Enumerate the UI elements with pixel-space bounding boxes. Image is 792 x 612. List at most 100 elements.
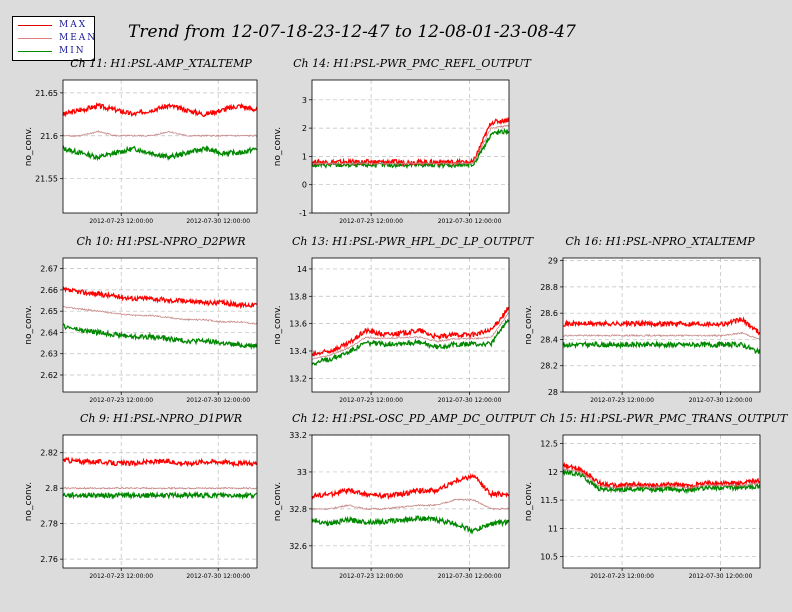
x-tick-label: 2012-07-23 12:00:00 [590,573,654,580]
plot-frame [311,257,510,393]
series-mean [62,130,258,138]
y-tick-label: 21.65 [35,89,58,98]
series-max [62,286,258,310]
y-tick-label: 28 [548,388,558,397]
chart-ch9: 2.76 2.78 2.8 2.82 2012-07-23 12:00:00 2012-0… [24,434,258,580]
y-tick-label: 28.6 [540,309,558,318]
y-tick-label: 12 [548,468,558,477]
x-tick-label: 2012-07-23 12:00:00 [590,397,654,404]
plot-area [63,80,257,213]
y-axis-label: no_conv. [273,305,283,344]
y-tick-label: 21.55 [35,175,58,184]
series-mean [311,124,510,166]
series-max [62,456,258,468]
series-min [311,514,510,535]
page-title: Trend from 12-07-18-23-12-47 to 12-08-01… [128,22,576,42]
series-mean [311,312,510,361]
series-max [311,306,510,357]
plot-area [312,80,509,213]
y-tick-label: -1 [299,209,307,218]
chart-title-ch13: Ch 13: H1:PSL-PWR_HPL_DC_LP_OUTPUT [292,235,534,248]
x-tick-label: 2012-07-30 12:00:00 [438,573,502,580]
series-max [562,461,761,491]
plot-area [563,435,760,568]
series-mean [62,486,257,490]
y-tick-label: 2 [302,124,307,133]
y-tick-label: 32.6 [289,542,307,551]
legend-item-max: MAX [13,19,96,32]
legend-item-min: MIN [13,45,96,58]
plot-area [312,258,509,392]
chart-ch13: 13.2 13.4 13.6 13.8 14 2012-07-23 12:00:00 201… [273,257,510,404]
series-max [562,316,761,336]
y-tick-label: 13.4 [289,347,307,356]
series-min [562,467,761,495]
chart-title-ch12: Ch 12: H1:PSL-OSC_PD_AMP_DC_OUTPUT [292,412,535,425]
x-tick-label: 2012-07-30 12:00:00 [689,397,753,404]
series-max [311,472,510,501]
y-axis-label: no_conv. [524,305,534,344]
legend-swatch-min [18,51,52,52]
y-tick-label: 13.2 [289,374,307,383]
series-mean [562,331,761,340]
plot-frame [562,434,761,569]
plot-frame [311,434,510,569]
chart-ch11: 21.55 21.6 21.65 2012-07-23 12:00:00 2012-07… [24,79,258,225]
series-max [62,102,258,118]
legend-label-min: MIN [59,46,86,56]
y-tick-label: 2.65 [40,307,58,316]
y-axis-label: no_conv. [24,305,34,344]
chart-ch10: 2.62 2.63 2.64 2.65 2.66 2.67 2012-07-23 12:00… [24,257,258,404]
chart-title-ch10: Ch 10: H1:PSL-NPRO_D2PWR [76,235,246,248]
x-tick-label: 2012-07-23 12:00:00 [339,218,403,225]
y-tick-label: 2.76 [40,555,58,564]
x-tick-label: 2012-07-30 12:00:00 [186,573,250,580]
y-axis-label: no_conv. [24,127,34,166]
chart-ch12: 32.6 32.8 33 33.2 2012-07-23 12:00:00 2012-07… [273,431,510,580]
y-tick-label: 14 [297,265,307,274]
series-mean [62,305,258,325]
series-min [311,318,510,367]
y-tick-label: 3 [302,96,307,105]
chart-title-ch14: Ch 14: H1:PSL-PWR_PMC_REFL_OUTPUT [293,57,531,70]
series-mean [311,498,510,511]
chart-title-ch15: Ch 15: H1:PSL-PWR_PMC_TRANS_OUTPUT [540,412,788,425]
y-axis-label: no_conv. [524,482,534,521]
plot-area [63,435,257,568]
chart-title-ch9: Ch 9: H1:PSL-NPRO_D1PWR [79,412,243,425]
x-tick-label: 2012-07-23 12:00:00 [339,397,403,404]
plot-area [63,258,257,392]
y-tick-label: 21.6 [40,132,58,141]
series-mean [562,467,761,489]
y-tick-label: 10.5 [540,553,558,562]
y-tick-label: 2.8 [45,484,58,493]
x-tick-label: 2012-07-23 12:00:00 [339,573,403,580]
y-tick-label: 13.6 [289,320,307,329]
legend-item-mean: MEAN [13,32,96,45]
y-tick-label: 0 [302,181,307,190]
y-tick-label: 2.82 [40,449,58,458]
x-tick-label: 2012-07-30 12:00:00 [438,397,502,404]
x-tick-label: 2012-07-23 12:00:00 [89,397,153,404]
y-tick-label: 2.63 [40,350,58,359]
x-tick-label: 2012-07-30 12:00:00 [186,218,250,225]
plot-area [312,435,509,568]
y-tick-label: 2.67 [40,265,58,274]
y-tick-label: 33.2 [289,431,307,440]
legend-swatch-max [18,25,52,26]
plot-frame [311,79,510,214]
plot-frame [62,79,258,214]
x-tick-label: 2012-07-30 12:00:00 [689,573,753,580]
y-axis-label: no_conv. [24,482,34,521]
chart-ch15: 10.5 11 11.5 12 12.5 2012-07-23 12:00:00 2012-… [524,434,761,580]
series-min [62,145,258,162]
y-tick-label: 1 [302,152,307,161]
chart-title-ch11: Ch 11: H1:PSL-AMP_XTALTEMP [70,57,252,70]
y-axis-label: no_conv. [273,127,283,166]
chart-title-ch16: Ch 16: H1:PSL-NPRO_XTALTEMP [565,235,755,248]
x-tick-label: 2012-07-23 12:00:00 [89,218,153,225]
chart-ch14: -1 0 1 2 3 2012-07-23 12:00:00 2012-07-30 12:0… [273,79,510,225]
x-tick-label: 2012-07-30 12:00:00 [438,218,502,225]
y-tick-label: 28.2 [540,362,558,371]
plot-frame [62,257,258,393]
